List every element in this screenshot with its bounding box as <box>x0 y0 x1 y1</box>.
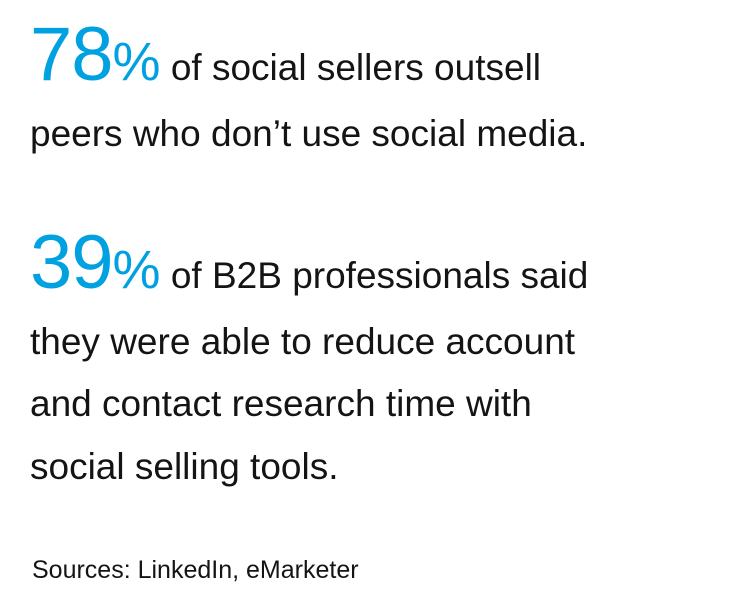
stat-1-percent: % <box>112 32 161 92</box>
stat-1-text: of social sellers outsell <box>170 47 542 88</box>
stat-2-text: of B2B professionals said <box>170 255 589 296</box>
stat-1-number: 78 <box>30 12 114 97</box>
stat-2-line-2: they were able to reduce account <box>30 321 576 362</box>
stat-2-number: 39 <box>30 220 114 305</box>
stat-2-line-4: social selling tools. <box>30 446 339 487</box>
stat-2-percent: % <box>112 240 161 300</box>
stat-1-line-2: peers who don’t use social media. <box>30 113 588 154</box>
stat-1-line-1: 78% of social sellers outsell <box>30 17 541 93</box>
stat-2-line-3: and contact research time with <box>30 383 532 424</box>
sources-note: Sources: LinkedIn, eMarketer <box>32 556 359 584</box>
stat-2-line-1: 39% of B2B professionals said <box>30 225 588 301</box>
